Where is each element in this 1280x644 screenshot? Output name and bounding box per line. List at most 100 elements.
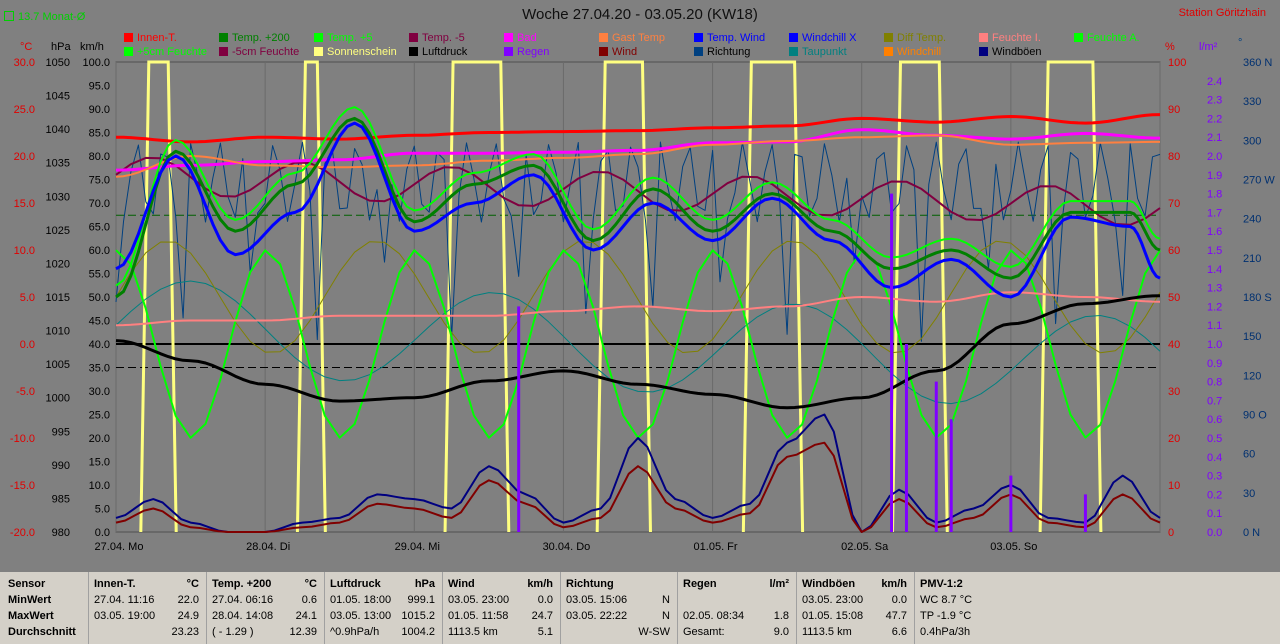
kmh-tick-label: 80.0 xyxy=(89,151,110,163)
direction-tick-label: 30 xyxy=(1243,488,1255,500)
kmh-tick-label: 10.0 xyxy=(89,480,110,492)
rain-tick-label: 0.5 xyxy=(1207,433,1222,445)
pressure-tick-label: 980 xyxy=(52,527,70,539)
table-column-unit: l/m² xyxy=(769,578,789,590)
legend-item: Windchill X xyxy=(789,31,856,45)
table-cell-value: 1004.2 xyxy=(401,626,435,638)
legend-item: Diff Temp. xyxy=(884,31,946,45)
wind-line xyxy=(115,441,1161,533)
legend-item: Windchill xyxy=(884,45,941,59)
direction-line xyxy=(115,141,1161,342)
legend-label: Feuchte I. xyxy=(992,32,1041,44)
temp-tick-label: 0.0 xyxy=(20,339,35,351)
table-column-header: Temp. +200 xyxy=(212,578,272,590)
weather-chart: 30.0 25.0 20.0 15.0 10.0 5.0 0.0 -5.0 -10.0 -15.0… xyxy=(10,57,1275,553)
pressure-tick-label: 995 xyxy=(52,426,70,438)
table-cell-time: 01.05. 18:00 xyxy=(330,594,392,606)
table-column-header: Regen xyxy=(683,578,717,590)
temp-tick-label: 10.0 xyxy=(14,245,35,257)
rain-tick-label: 0.3 xyxy=(1207,471,1222,483)
table-column: Temp. +200 °C 27.04. 06:16 0.6 28.04. 14:08 2… xyxy=(206,572,325,644)
table-cell-time: 02.05. 08:34 xyxy=(683,610,745,622)
rain-bar xyxy=(904,344,908,532)
table-row-label: Sensor xyxy=(8,578,46,590)
legend-item: +5cm Feuchte xyxy=(124,45,207,59)
legend-label: Sonnenschein xyxy=(327,46,397,58)
pct-tick-label: 0 xyxy=(1168,527,1174,539)
kmh-tick-label: 40.0 xyxy=(89,339,110,351)
legend-label: Regen xyxy=(517,46,550,58)
table-cell-value: 24.1 xyxy=(295,610,317,622)
table-cell-value: 24.9 xyxy=(177,610,199,622)
pressure-tick-label: 1035 xyxy=(46,158,70,170)
indoor-temp-line xyxy=(115,113,1161,144)
legend-label: Temp. -5 xyxy=(422,32,465,44)
table-cell-value: 23.23 xyxy=(171,626,199,638)
kmh-tick-label: 90.0 xyxy=(89,104,110,116)
temp-tick-label: -15.0 xyxy=(10,480,35,492)
table-cell-value: 1015.2 xyxy=(401,610,435,622)
kmh-tick-label: 85.0 xyxy=(89,128,110,140)
rain-tick-label: 1.9 xyxy=(1207,170,1222,182)
rain-tick-label: 0.7 xyxy=(1207,395,1222,407)
legend-item: Wind xyxy=(599,45,637,59)
kmh-tick-label: 35.0 xyxy=(89,363,110,375)
table-column-header: Richtung xyxy=(566,578,614,590)
table-cell-time: Gesamt: xyxy=(683,626,725,638)
rain-tick-label: 1.2 xyxy=(1207,301,1222,313)
temp-tick-label: 15.0 xyxy=(14,198,35,210)
monat-average: 13.7 Monat-Ø xyxy=(4,11,85,23)
legend-swatch xyxy=(1074,33,1083,42)
legend-label: Luftdruck xyxy=(422,46,468,58)
pressure-tick-label: 1010 xyxy=(46,326,70,338)
table-cell-time: TP -1.9 °C xyxy=(920,610,972,622)
pressure-tick-label: 1040 xyxy=(46,124,70,136)
table-cell-value: 12.39 xyxy=(289,626,317,638)
guest-temp-line xyxy=(115,134,1160,178)
rain-tick-label: 1.5 xyxy=(1207,245,1222,257)
rain-bar xyxy=(517,306,521,532)
direction-tick-label: 330 xyxy=(1243,96,1261,108)
legend-label: Temp. +5 xyxy=(327,32,373,44)
table-column-header: Wind xyxy=(448,578,475,590)
kmh-tick-label: 5.0 xyxy=(95,504,110,516)
table-cell-time: 03.05. 23:00 xyxy=(448,594,510,606)
temp-tick-label: 30.0 xyxy=(14,57,35,69)
legend-label: Taupunkt xyxy=(802,46,847,58)
legend-item: Regen xyxy=(504,45,549,59)
pressure-tick-label: 1050 xyxy=(46,57,70,69)
legend-label: Windchill xyxy=(897,46,942,58)
legend-swatch xyxy=(694,47,703,56)
table-row-label: MinWert xyxy=(8,594,52,606)
table-cell-value: 24.7 xyxy=(531,610,553,622)
diff-temp-line xyxy=(115,240,1161,354)
pct-tick-label: 60 xyxy=(1168,245,1180,257)
pct-tick-label: 80 xyxy=(1168,151,1180,163)
legend-label: +5cm Feuchte xyxy=(137,46,208,58)
table-cell-value: 0.0 xyxy=(891,594,907,606)
rain-tick-label: 0.8 xyxy=(1207,377,1222,389)
table-cell-time: 27.04. 06:16 xyxy=(212,594,274,606)
direction-tick-label: 180 S xyxy=(1243,292,1272,304)
legend-item: Temp. +200 xyxy=(219,31,290,45)
day-label: 29.04. Mi xyxy=(395,541,440,553)
legend-item: Richtung xyxy=(694,45,750,59)
direction-tick-label: 240 xyxy=(1243,214,1261,226)
table-column: Innen-T. °C 27.04. 11:16 22.0 03.05. 19:00 24… xyxy=(88,572,207,644)
pressure-tick-label: 1000 xyxy=(46,393,70,405)
legend-item: Temp. -5 xyxy=(409,31,465,45)
rain-tick-label: 2.3 xyxy=(1207,95,1222,107)
pressure-tick-label: 1030 xyxy=(46,191,70,203)
legend-swatch xyxy=(314,33,323,42)
kmh-tick-label: 70.0 xyxy=(89,198,110,210)
rain-tick-label: 0.0 xyxy=(1207,527,1222,539)
legend-label: Windböen xyxy=(992,46,1042,58)
legend-label: -5cm Feuchte xyxy=(232,46,300,58)
table-cell-value: W-SW xyxy=(638,626,670,638)
table-cell-value: 0.0 xyxy=(537,594,553,606)
table-column: Windböen km/h 03.05. 23:00 0.0 01.05. 15:08 4… xyxy=(796,572,915,644)
table-column: PMV-1:2 WC 8.7 °C TP -1.9 °C 0.4hPa/3h xyxy=(914,572,1005,644)
table-column-unit: hPa xyxy=(414,578,435,590)
temp-tick-label: -20.0 xyxy=(10,527,35,539)
table-column-header: Innen-T. xyxy=(94,578,136,590)
